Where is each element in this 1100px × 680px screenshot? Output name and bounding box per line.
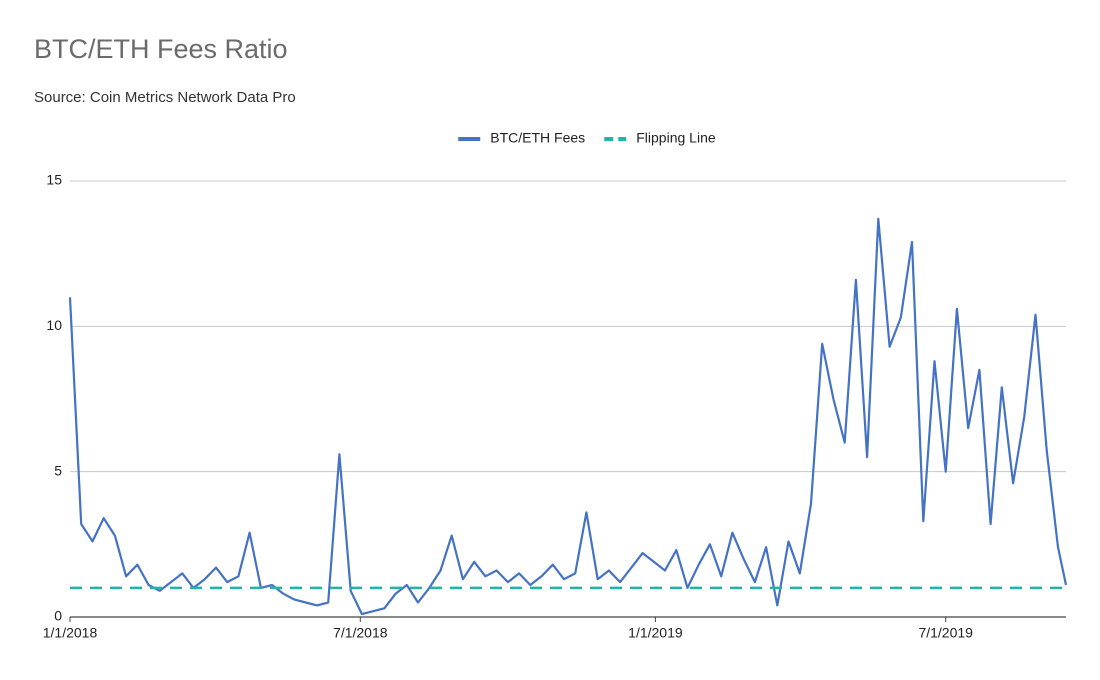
legend-label: BTC/ETH Fees [490, 130, 585, 146]
chart-title: BTC/ETH Fees Ratio [34, 34, 288, 64]
data-line [68, 217, 1068, 616]
x-tick-label: 7/1/2019 [918, 625, 973, 641]
y-tick-label: 0 [54, 608, 62, 624]
y-tick-label: 10 [46, 317, 62, 333]
x-tick-label: 7/1/2018 [333, 625, 388, 641]
legend-label: Flipping Line [636, 130, 716, 146]
x-tick-label: 1/1/2018 [43, 625, 98, 641]
y-tick-label: 15 [46, 172, 62, 188]
x-tick-label: 1/1/2019 [628, 625, 683, 641]
chart-subtitle: Source: Coin Metrics Network Data Pro [34, 89, 296, 106]
y-tick-label: 5 [54, 462, 62, 478]
